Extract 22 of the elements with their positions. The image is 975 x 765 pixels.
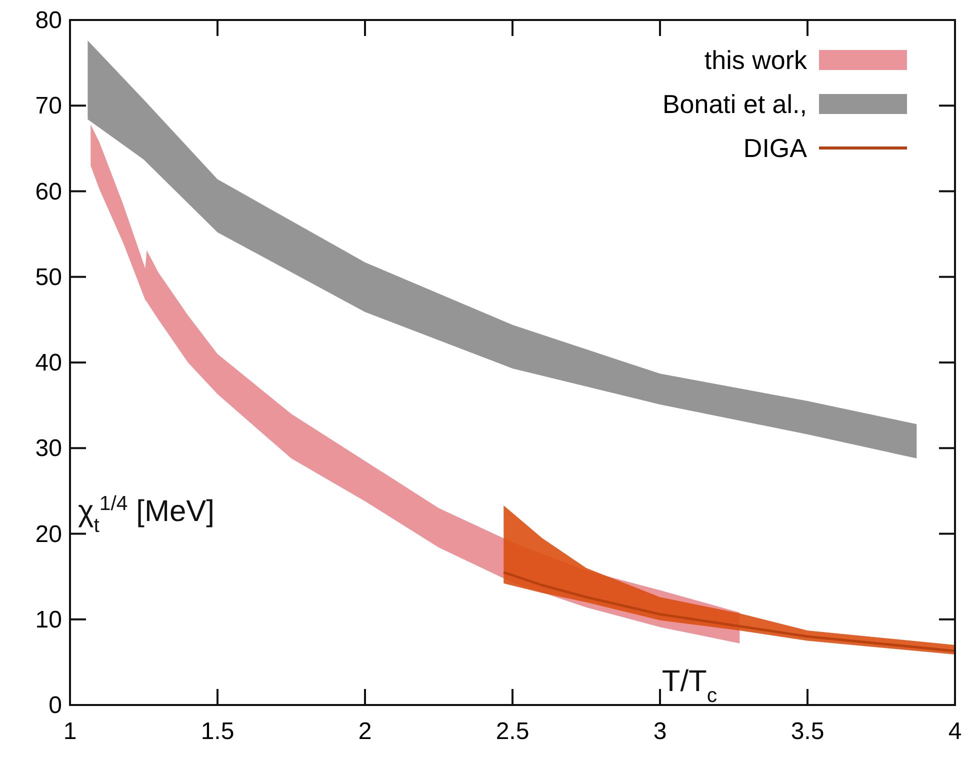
y-tick-label: 80 bbox=[35, 7, 62, 34]
x-tick-label: 3.5 bbox=[790, 718, 824, 745]
y-tick-label: 40 bbox=[35, 350, 62, 376]
x-tick-label: 1.5 bbox=[200, 718, 234, 745]
y-tick-label: 60 bbox=[35, 178, 62, 206]
x-tick-label: 2 bbox=[358, 718, 372, 745]
y-tick-label: 70 bbox=[35, 92, 62, 120]
y-tick-label: 10 bbox=[35, 606, 62, 634]
line-series bbox=[502, 571, 956, 652]
legend-label: DIGA bbox=[743, 133, 808, 163]
y-tick-label: 30 bbox=[35, 435, 62, 462]
legend-label: this work bbox=[704, 45, 808, 75]
x-tick-label: 4 bbox=[948, 718, 962, 745]
x-tick-label: 3 bbox=[653, 718, 667, 745]
y-axis-title: χ$_{t}$$^{1/4}$ [MeV] bbox=[78, 492, 214, 537]
legend-label: Bonati et al., bbox=[662, 89, 807, 119]
y-tick-label: 50 bbox=[35, 264, 62, 291]
x-tick-label: 1 bbox=[63, 718, 77, 745]
y-tick-label: 20 bbox=[35, 520, 62, 548]
x-tick-label: 2.5 bbox=[496, 718, 530, 745]
x-axis-title: T/T$_{c}$ bbox=[662, 665, 718, 707]
y-tick-label: 0 bbox=[48, 692, 62, 719]
